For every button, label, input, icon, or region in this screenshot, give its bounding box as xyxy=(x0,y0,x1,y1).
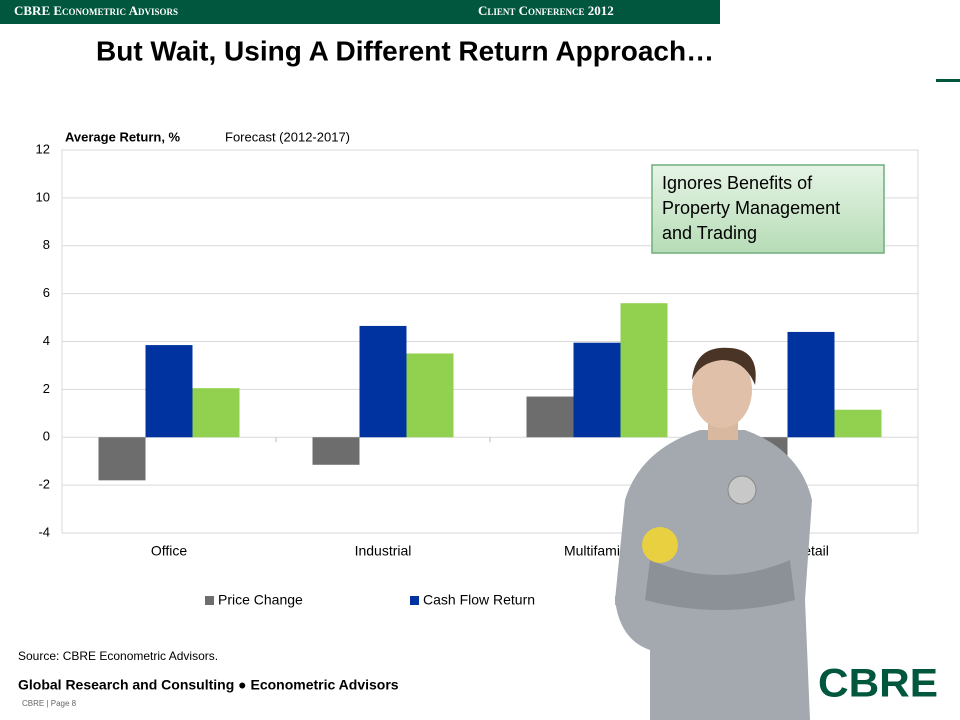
bar xyxy=(359,325,407,438)
annotation-text: and Trading xyxy=(662,223,757,243)
x-tick-label: Multifamily xyxy=(564,543,630,559)
flowers xyxy=(642,527,678,563)
bar xyxy=(406,353,454,438)
y-tick-label: 2 xyxy=(43,381,50,396)
page-number: CBRE | Page 8 xyxy=(22,699,77,708)
chart-subtitle: Forecast (2012-2017) xyxy=(225,129,350,144)
y-tick-label: 6 xyxy=(43,285,50,300)
arms xyxy=(645,560,795,610)
hair xyxy=(692,347,756,385)
logo: CBRE xyxy=(818,662,938,706)
x-tick-label: Office xyxy=(151,543,188,559)
header-left: CBRE Econometric Advisors xyxy=(14,3,178,18)
y-tick-label: 4 xyxy=(43,333,50,348)
bar xyxy=(312,437,360,465)
x-tick-label: Industrial xyxy=(355,543,412,559)
photo-figure xyxy=(615,347,812,720)
y-tick-label: 12 xyxy=(36,141,50,156)
legend-swatch xyxy=(205,596,214,605)
bar xyxy=(192,388,240,438)
source: Source: CBRE Econometric Advisors. xyxy=(18,649,218,663)
slide-title: But Wait, Using A Different Return Appro… xyxy=(96,35,714,66)
header-bar xyxy=(0,0,720,24)
bar xyxy=(573,342,621,438)
bar xyxy=(834,409,882,438)
y-tick-label: -4 xyxy=(38,524,50,539)
legend-label: Cash Flow Return xyxy=(423,592,535,608)
y-axis-label: Average Return, % xyxy=(65,129,181,144)
footer: Global Research and Consulting ● Econome… xyxy=(18,677,399,693)
bar xyxy=(526,396,574,438)
bar xyxy=(98,437,146,481)
title-rule xyxy=(936,79,960,82)
y-tick-label: 0 xyxy=(43,429,50,444)
face xyxy=(692,352,752,428)
bar xyxy=(787,331,835,438)
y-tick-label: 8 xyxy=(43,237,50,252)
bar xyxy=(620,303,668,438)
medal xyxy=(727,475,757,505)
header-right: Client Conference 2012 xyxy=(478,3,614,18)
y-tick-label: -2 xyxy=(38,477,50,492)
bar xyxy=(145,345,193,438)
annotation-text: Ignores Benefits of xyxy=(662,173,813,193)
annotation-text: Property Management xyxy=(662,198,840,218)
legend-label: Price Change xyxy=(218,592,303,608)
y-tick-label: 10 xyxy=(36,189,50,204)
legend-swatch xyxy=(410,596,419,605)
annotation-box xyxy=(651,164,885,254)
